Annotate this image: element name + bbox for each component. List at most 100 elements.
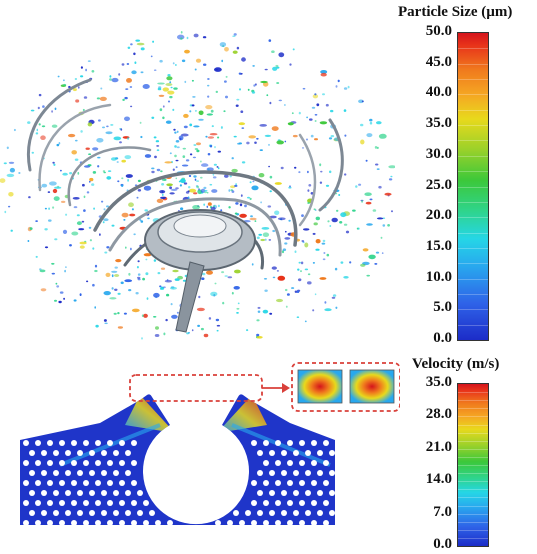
perforation-hole	[239, 520, 245, 526]
particle	[120, 128, 123, 131]
particle	[74, 158, 79, 161]
particle	[3, 162, 7, 165]
perforation-hole	[29, 490, 35, 496]
particle	[47, 191, 51, 194]
particle	[235, 202, 239, 205]
particle	[174, 145, 177, 148]
particle	[68, 133, 76, 138]
particle	[103, 208, 106, 211]
particle	[64, 269, 66, 273]
particle	[44, 228, 48, 231]
particle	[30, 109, 35, 112]
particle	[314, 138, 318, 141]
particle	[211, 125, 214, 128]
particle	[74, 78, 78, 80]
particle	[184, 49, 190, 54]
particle	[160, 170, 163, 173]
particle	[298, 278, 302, 282]
particle	[294, 166, 297, 169]
perforation-hole	[53, 510, 59, 516]
particle	[103, 171, 106, 174]
perforation-hole	[89, 450, 95, 456]
particle	[224, 275, 228, 277]
particle	[241, 127, 245, 129]
perforation-hole	[89, 490, 95, 496]
particle	[306, 116, 308, 119]
particle	[167, 90, 175, 95]
perforation-hole	[113, 450, 119, 456]
particle	[315, 239, 321, 244]
particle	[72, 197, 80, 200]
perforation-holes	[23, 440, 335, 526]
perforation-hole	[275, 460, 281, 466]
particle	[143, 313, 148, 318]
particle	[258, 173, 265, 178]
particle	[82, 183, 85, 187]
particle	[201, 163, 209, 167]
perforation-hole	[29, 510, 35, 516]
perforation-hole	[251, 440, 257, 446]
particle	[53, 196, 60, 202]
particle	[327, 220, 330, 223]
particle	[175, 140, 180, 143]
particle	[48, 219, 52, 222]
particle	[381, 252, 384, 255]
particle	[59, 291, 64, 294]
perforation-hole	[65, 510, 71, 516]
particle	[124, 279, 133, 283]
perforation-hole	[29, 450, 35, 456]
particle	[260, 238, 266, 242]
particle	[194, 68, 197, 71]
velocity-inset-right	[349, 369, 395, 404]
particle	[197, 188, 201, 191]
particle	[87, 60, 91, 62]
perforation-hole	[53, 490, 59, 496]
particle	[35, 220, 38, 223]
particle	[223, 110, 226, 113]
atomizer-nozzle	[144, 209, 256, 333]
particle	[312, 232, 316, 235]
particle	[196, 185, 200, 189]
particle	[214, 67, 222, 72]
perforation-hole	[65, 490, 71, 496]
perforation-hole	[281, 470, 287, 476]
particle	[172, 108, 175, 111]
particle	[6, 146, 9, 150]
perforation-hole	[329, 450, 335, 456]
particle	[352, 209, 356, 212]
particle	[254, 141, 257, 144]
particle	[201, 277, 205, 281]
particle	[234, 269, 241, 274]
perforation-hole	[95, 440, 101, 446]
particle	[198, 110, 204, 116]
perforation-hole	[143, 500, 149, 506]
perforation-hole	[263, 440, 269, 446]
particle	[38, 93, 42, 97]
perforation-hole	[47, 520, 53, 526]
particle	[257, 306, 261, 309]
perforation-hole	[59, 480, 65, 486]
perforation-hole	[23, 460, 29, 466]
particle	[375, 251, 380, 254]
particle	[166, 183, 173, 187]
perforation-hole	[305, 510, 311, 516]
perforation-hole	[23, 480, 29, 486]
particle	[212, 176, 217, 179]
particle	[187, 190, 190, 192]
particle	[162, 286, 166, 289]
particle	[264, 134, 272, 137]
perforation-hole	[41, 450, 47, 456]
particle	[18, 172, 21, 174]
particle	[235, 183, 237, 186]
perforation-hole	[251, 500, 257, 506]
particle	[106, 176, 112, 180]
particle	[137, 273, 141, 276]
particle	[219, 42, 227, 47]
particle	[128, 289, 132, 292]
particle	[97, 165, 100, 168]
particle	[102, 221, 105, 224]
particle	[275, 64, 279, 68]
particle	[165, 83, 173, 86]
particle	[128, 272, 131, 276]
particle	[162, 116, 165, 120]
